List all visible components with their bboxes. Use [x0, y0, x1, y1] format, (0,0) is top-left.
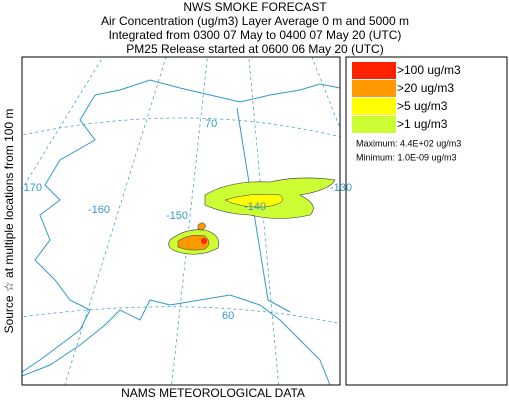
coastline: [22, 79, 340, 385]
footer: NAMS METEOROLOGICAL DATA: [121, 386, 305, 400]
plume-peak: [201, 238, 207, 244]
map-label: -160: [88, 204, 110, 216]
plume: [197, 222, 207, 231]
legend-swatch: [352, 98, 396, 115]
legend: >100 ug/m3 >20 ug/m3 >5 ug/m3 >1 ug/m3: [352, 62, 461, 133]
map-label: 70: [205, 118, 217, 130]
title: NWS SMOKE FORECAST: [183, 0, 327, 14]
legend-maximum: Maximum: 4.4E+02 ug/m3: [356, 138, 461, 148]
legend-label: >1 ug/m3: [397, 117, 448, 131]
side-label: Source ☆ at multiple locations from 100 …: [2, 109, 16, 334]
legend-label: >100 ug/m3: [397, 63, 461, 77]
meridians: [22, 57, 340, 385]
parallel: [22, 117, 340, 138]
legend-swatch: [352, 62, 396, 79]
plume-core: [224, 193, 284, 208]
subtitle: Air Concentration (ug/m3) Layer Average …: [101, 14, 409, 28]
map-label: -140: [244, 201, 266, 213]
map-frame: [21, 56, 341, 386]
subtitle: Integrated from 0300 07 May to 0400 07 M…: [109, 28, 402, 42]
map-label: -170: [20, 182, 42, 194]
subtitle: PM25 Release started at 0600 06 May 20 (…: [126, 42, 383, 56]
legend-minimum: Minimum: 1.0E-09 ug/m3: [356, 152, 457, 162]
map-label: 60: [222, 310, 234, 322]
legend-label: >5 ug/m3: [397, 99, 448, 113]
legend-label: >20 ug/m3: [397, 81, 454, 95]
legend-swatch: [352, 80, 396, 97]
map-label: -130: [330, 182, 352, 194]
map: [22, 57, 340, 385]
legend-frame: [345, 56, 508, 386]
map-label: -150: [166, 210, 188, 222]
plume-core: [177, 234, 210, 251]
legend-swatch: [352, 116, 396, 133]
border: [236, 107, 291, 313]
